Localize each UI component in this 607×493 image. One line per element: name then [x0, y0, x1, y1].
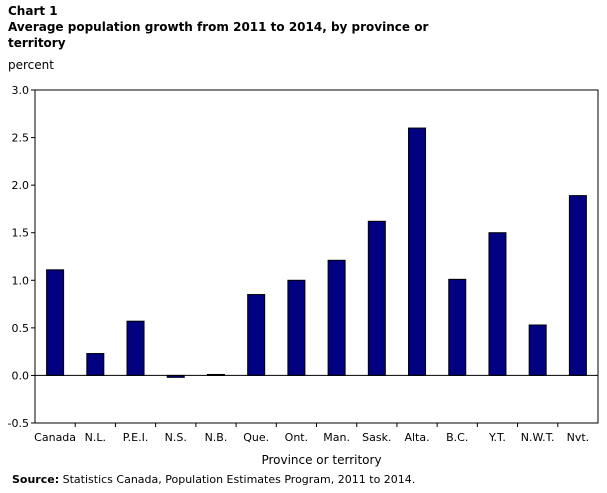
x-tick-label: N.W.T.	[521, 431, 555, 444]
bar-n-w-t	[528, 324, 547, 376]
x-tick-label: Sask.	[362, 431, 391, 444]
y-axis-ticks: 3.0 2.5 2.0 1.5 1.0 0.5 0.0 -0.5	[8, 84, 35, 430]
y-tick-label: 2.0	[12, 179, 30, 192]
bar-que	[247, 294, 266, 376]
x-tick-label: Alta.	[404, 431, 429, 444]
x-tick-label: Ont.	[285, 431, 308, 444]
x-tick-label: Que.	[243, 431, 269, 444]
y-tick-label: 0.0	[12, 369, 30, 382]
bar-ont	[287, 279, 306, 376]
bar-p-e-i	[126, 320, 145, 376]
bar-sask	[367, 220, 386, 376]
y-tick-label: 1.0	[12, 274, 30, 287]
y-tick-label: 1.5	[12, 227, 30, 240]
x-tick-label: N.L.	[85, 431, 106, 444]
plot-area-frame	[34, 89, 599, 424]
bar-nvt	[568, 195, 587, 376]
bar-y-t	[488, 232, 507, 376]
x-axis-ticks: Canada N.L. P.E.I. N.S. N.B. Que. Ont. Man. Sask…	[34, 423, 589, 444]
bar-n-l	[86, 353, 105, 376]
x-tick-label: Canada	[34, 431, 76, 444]
x-tick-label: Y.T.	[488, 431, 506, 444]
x-tick-label: B.C.	[446, 431, 468, 444]
x-tick-label: N.B.	[205, 431, 228, 444]
bar-canada	[46, 269, 65, 376]
source-text: Statistics Canada, Population Estimates …	[59, 473, 416, 486]
bar-man	[327, 259, 346, 376]
x-axis-title: Province or territory	[261, 453, 381, 467]
x-tick-label: P.E.I.	[123, 431, 149, 444]
x-tick-label: Man.	[323, 431, 350, 444]
bar-alta	[408, 127, 427, 376]
source-label: Source:	[12, 473, 60, 486]
x-tick-label: N.S.	[165, 431, 187, 444]
y-tick-label: 0.5	[12, 322, 30, 335]
y-tick-label: 2.5	[12, 132, 30, 145]
x-tick-label: Nvt.	[567, 431, 590, 444]
bar-series	[46, 127, 587, 378]
bar-b-c	[448, 278, 467, 376]
y-axis-unit-label: percent	[8, 58, 54, 72]
chart-number: Chart 1	[8, 4, 58, 18]
y-tick-label: 3.0	[12, 84, 30, 97]
y-tick-label: -0.5	[8, 417, 29, 430]
source-note: Source: Statistics Canada, Population Es…	[12, 473, 415, 487]
chart-title: Average population growth from 2011 to 2…	[8, 20, 429, 50]
